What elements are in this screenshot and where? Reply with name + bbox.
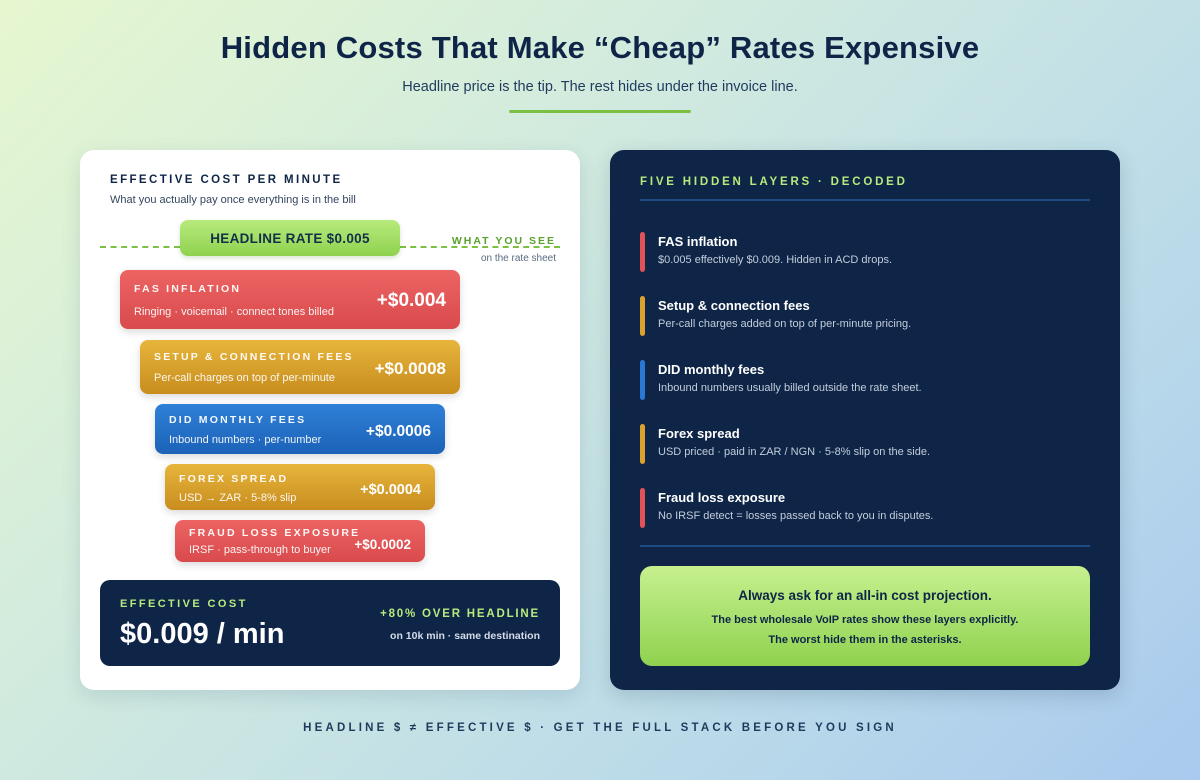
hidden-layer-item: Fraud loss exposure No IRSF detect = los…	[640, 488, 1090, 528]
all-in-cost-callout: Always ask for an all-in cost projection…	[640, 566, 1090, 666]
waterline-right	[400, 246, 560, 248]
hidden-layer-desc: No IRSF detect = losses passed back to y…	[658, 510, 934, 522]
over-headline-percent: +80% OVER HEADLINE	[380, 608, 540, 620]
waterline-left	[100, 246, 180, 248]
layer-desc: Per-call charges on top of per-minute	[154, 372, 335, 384]
layer-value: +$0.004	[376, 290, 446, 311]
layer-value: +$0.0002	[354, 537, 411, 552]
hidden-layer-desc: $0.005 effectively $0.009. Hidden in ACD…	[658, 254, 893, 266]
effective-cost-value: $0.009 / min	[120, 618, 285, 650]
layer-forex-spread: FOREX SPREAD USD → ZAR · 5-8% slip +$0.0…	[165, 464, 435, 510]
page-title: Hidden Costs That Make “Cheap” Rates Exp…	[220, 30, 980, 65]
color-marker	[640, 360, 645, 400]
layer-setup-fees: SETUP & CONNECTION FEES Per-call charges…	[140, 340, 460, 394]
hidden-layers-heading: FIVE HIDDEN LAYERS · DECODED	[640, 176, 908, 188]
color-marker	[640, 296, 645, 336]
layer-fraud-exposure: FRAUD LOSS EXPOSURE IRSF · pass-through …	[175, 520, 425, 562]
color-marker	[640, 488, 645, 528]
hidden-layer-desc: Inbound numbers usually billed outside t…	[658, 382, 922, 394]
callout-line-1: The best wholesale VoIP rates show these…	[711, 614, 1019, 626]
layer-value: +$0.0004	[360, 482, 421, 498]
effective-cost-note: on 10k min · same destination	[390, 630, 540, 642]
hidden-layers-card: FIVE HIDDEN LAYERS · DECODED FAS inflati…	[610, 150, 1120, 690]
color-marker	[640, 424, 645, 464]
hidden-layer-title: Fraud loss exposure	[658, 490, 786, 505]
layer-desc: USD → ZAR · 5-8% slip	[179, 492, 297, 504]
what-you-see-label: WHAT YOU SEE	[451, 235, 556, 247]
hidden-layer-title: Setup & connection fees	[658, 298, 810, 313]
layer-desc: Ringing · voicemail · connect tones bill…	[134, 306, 334, 318]
hidden-layer-title: FAS inflation	[658, 234, 738, 249]
layer-title: SETUP & CONNECTION FEES	[154, 351, 354, 363]
layer-title: DID MONTHLY FEES	[169, 414, 307, 426]
effective-cost-card: EFFECTIVE COST PER MINUTE What you actua…	[80, 150, 580, 690]
layer-did-fees: DID MONTHLY FEES Inbound numbers · per-n…	[155, 404, 445, 454]
layer-fas-inflation: FAS INFLATION Ringing · voicemail · conn…	[120, 270, 460, 329]
callout-line-2: The worst hide them in the asterisks.	[768, 634, 962, 646]
hidden-layer-desc: USD priced · paid in ZAR / NGN · 5-8% sl…	[658, 446, 931, 458]
color-marker	[640, 232, 645, 272]
layer-value: +$0.0006	[365, 423, 431, 440]
hidden-layer-desc: Per-call charges added on top of per-min…	[658, 318, 912, 330]
hidden-layer-item: DID monthly fees Inbound numbers usually…	[640, 360, 1090, 400]
effective-cost-heading: EFFECTIVE COST PER MINUTE	[110, 174, 343, 186]
hidden-layer-item: FAS inflation $0.005 effectively $0.009.…	[640, 232, 1090, 272]
layer-title: FAS INFLATION	[134, 283, 242, 295]
list-divider	[640, 545, 1090, 547]
effective-cost-label: EFFECTIVE COST	[120, 598, 248, 610]
hidden-layer-title: DID monthly fees	[658, 362, 765, 377]
layer-value: +$0.0008	[374, 359, 446, 378]
layer-title: FRAUD LOSS EXPOSURE	[189, 527, 361, 539]
effective-cost-subheading: What you actually pay once everything is…	[110, 194, 356, 206]
title-underline	[509, 110, 691, 113]
footer-tagline: HEADLINE $ ≠ EFFECTIVE $ · GET THE FULL …	[303, 722, 897, 734]
heading-divider	[640, 199, 1090, 201]
hidden-layer-item: Forex spread USD priced · paid in ZAR / …	[640, 424, 1090, 464]
page-subtitle: Headline price is the tip. The rest hide…	[402, 79, 798, 95]
what-you-see-sublabel: on the rate sheet	[480, 253, 556, 264]
callout-title: Always ask for an all-in cost projection…	[738, 588, 992, 603]
layer-desc: Inbound numbers · per-number	[169, 434, 322, 446]
layer-desc: IRSF · pass-through to buyer	[189, 544, 331, 556]
hidden-layer-item: Setup & connection fees Per-call charges…	[640, 296, 1090, 336]
hidden-layer-title: Forex spread	[658, 426, 740, 441]
layer-title: FOREX SPREAD	[179, 473, 289, 485]
headline-rate-pill: HEADLINE RATE $0.005	[180, 220, 400, 256]
effective-cost-summary: EFFECTIVE COST $0.009 / min +80% OVER HE…	[100, 580, 560, 666]
